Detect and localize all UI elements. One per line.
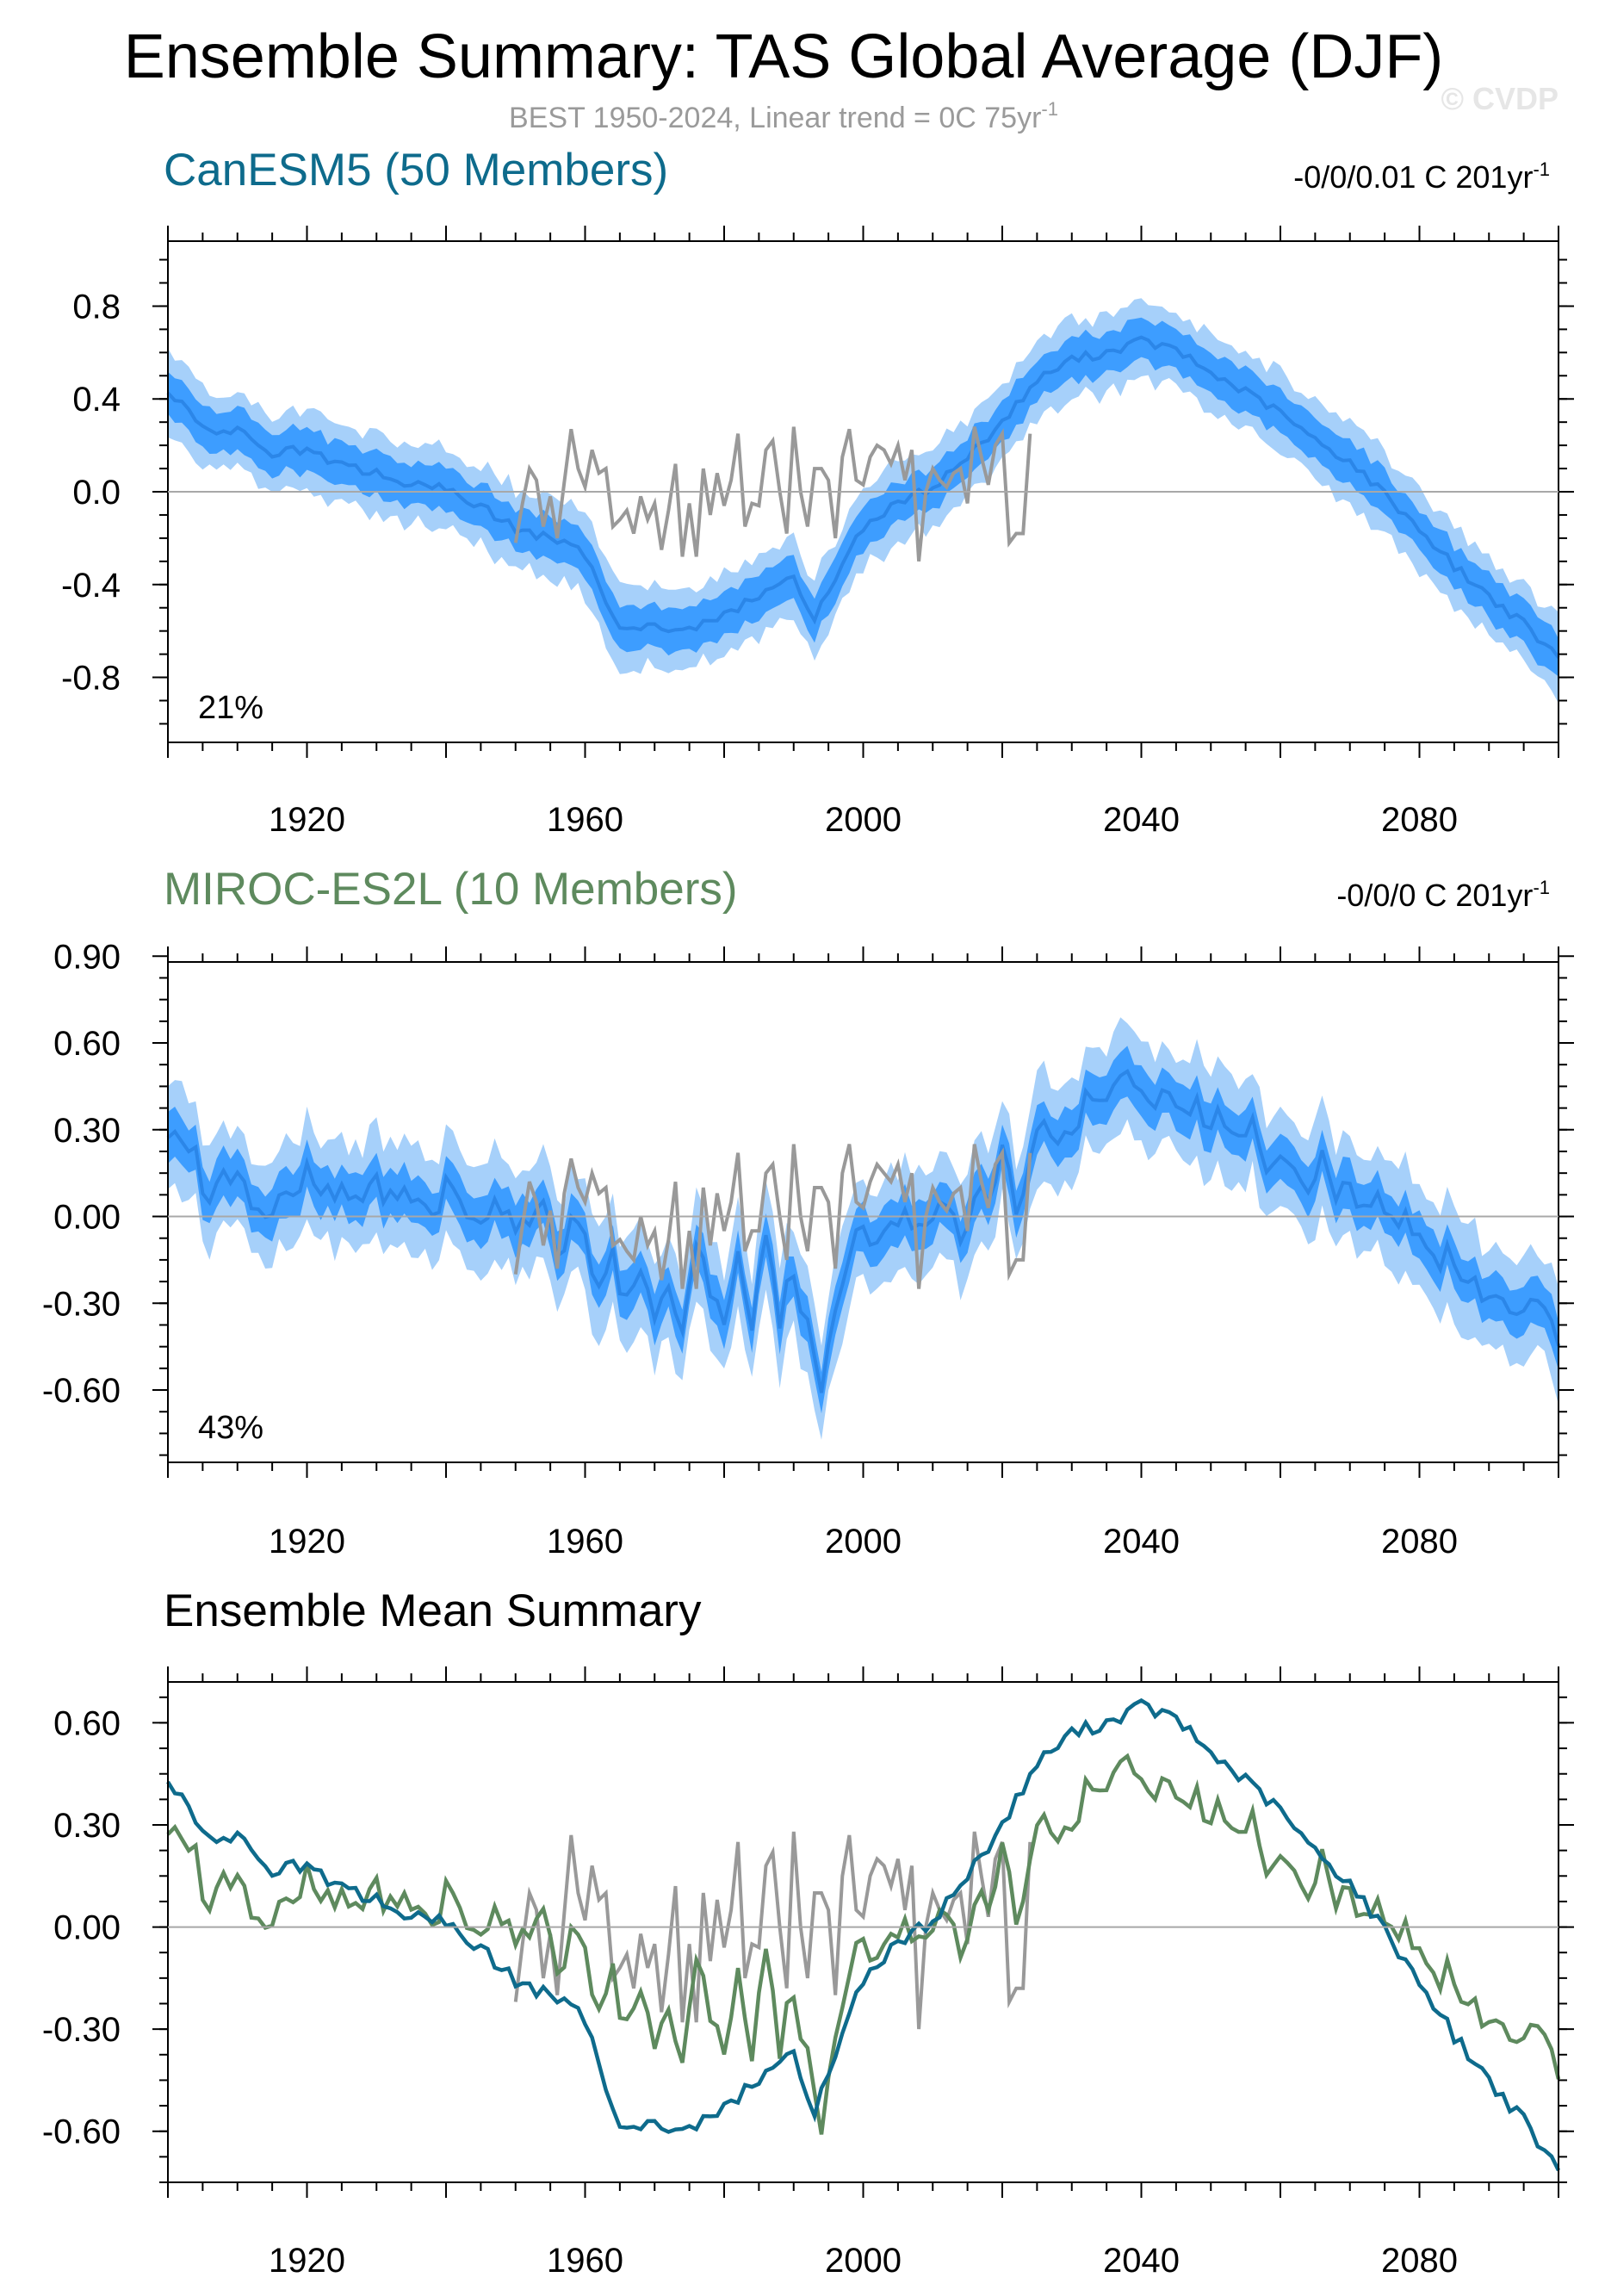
panel-2-axes: -0.60 -0.30 0.00 0.30 0.60 0.90 1920 1960 2000 20…: [42, 938, 1574, 1561]
y-tick-label: 0.60: [53, 1025, 121, 1063]
figure-title: Ensemble Summary: TAS Global Average (DJ…: [124, 22, 1444, 91]
y-tick-label: 0.8: [72, 288, 121, 326]
panel-3-title: Ensemble Mean Summary: [164, 1585, 702, 1636]
y-tick-label: -0.60: [42, 1372, 121, 1410]
y-tick-label: -0.4: [61, 567, 121, 605]
y-tick-label: 0.90: [53, 938, 121, 976]
x-tick-label: 1960: [547, 2242, 623, 2280]
observations-line: [513, 1831, 1032, 2030]
y-tick-label: -0.30: [42, 1285, 121, 1323]
x-tick-label: 2040: [1103, 801, 1180, 839]
x-tick-label: 2040: [1103, 1523, 1180, 1561]
panel-1-trend: -0/0/0.01 C 201yr-1: [1293, 158, 1550, 195]
panel-3-plot: [166, 1697, 1561, 2172]
ensemble-range-band: [168, 298, 1559, 704]
panel-2-trend: -0/0/0 C 201yr-1: [1336, 877, 1550, 913]
miroc-mean-line: [166, 1753, 1561, 2135]
x-tick-label: 2000: [825, 801, 902, 839]
x-tick-label: 1920: [269, 2242, 345, 2280]
panel-1-title: CanESM5 (50 Members): [164, 145, 668, 195]
panel-1-plot: [166, 298, 1560, 704]
percent-label: 43%: [198, 1410, 263, 1446]
x-tick-label: 2080: [1381, 2242, 1458, 2280]
x-tick-label: 2040: [1103, 2242, 1180, 2280]
panel-2-plot: [166, 1017, 1560, 1440]
observations-line: [513, 1144, 1032, 1289]
percent-label: 21%: [198, 690, 263, 726]
x-tick-label: 1960: [547, 801, 623, 839]
figure-subtitle: BEST 1950-2024, Linear trend = 0C 75yr-1: [509, 98, 1058, 134]
y-tick-label: 0.30: [53, 1807, 121, 1845]
panel-1-axes: -0.8 -0.4 0.0 0.4 0.8 1920 1960 2000 2040 2080: [61, 226, 1574, 839]
x-tick-label: 2000: [825, 2242, 902, 2280]
y-tick-label: 0.0: [72, 474, 121, 512]
x-tick-label: 1920: [269, 801, 345, 839]
observations-line: [513, 426, 1032, 562]
y-tick-label: 0.00: [53, 1199, 121, 1237]
canesm5-mean-line: [166, 1697, 1561, 2172]
y-tick-label: 0.4: [72, 381, 121, 419]
y-tick-label: -0.8: [61, 660, 121, 698]
y-tick-label: 0.60: [53, 1704, 121, 1742]
plot-frame: [167, 1681, 1559, 2183]
y-tick-label: 0.30: [53, 1112, 121, 1150]
watermark: © CVDP: [1441, 81, 1559, 116]
y-tick-label: 0.00: [53, 1909, 121, 1947]
ensemble-interquartile-band: [168, 317, 1559, 677]
ensemble-mean-line: [166, 1068, 1560, 1393]
x-tick-label: 1960: [547, 1523, 623, 1561]
y-tick-label: -0.30: [42, 2011, 121, 2049]
x-tick-label: 2000: [825, 1523, 902, 1561]
panel-2-title: MIROC-ES2L (10 Members): [164, 864, 738, 915]
x-tick-label: 2080: [1381, 1523, 1458, 1561]
y-tick-label: -0.60: [42, 2113, 121, 2151]
panel-3-axes: -0.60 -0.30 0.00 0.30 0.60 1920 1960 2000 2040 20…: [42, 1666, 1574, 2280]
ensemble-mean-line: [166, 335, 1560, 659]
x-tick-label: 2080: [1381, 801, 1458, 839]
x-tick-label: 1920: [269, 1523, 345, 1561]
